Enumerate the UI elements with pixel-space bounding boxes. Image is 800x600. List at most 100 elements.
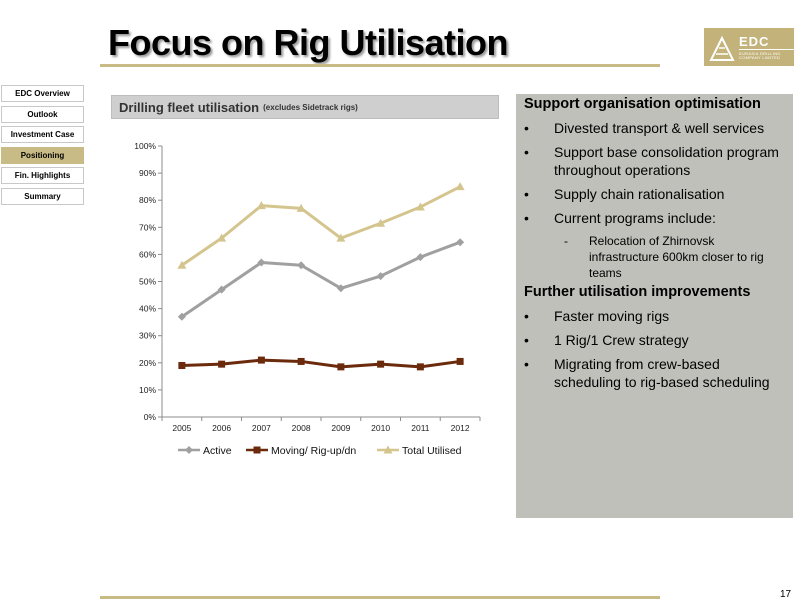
nav-item-fin-highlights[interactable]: Fin. Highlights <box>1 167 84 184</box>
y-tick-label: 30% <box>139 331 156 341</box>
chart-header: Drilling fleet utilisation (excludes Sid… <box>111 95 499 119</box>
x-tick-label: 2007 <box>252 423 271 433</box>
sub-bullet-text: Relocation of Zhirnovsk infrastructure 6… <box>589 234 764 280</box>
bullet-item: • Divested transport & well services <box>524 119 787 137</box>
y-tick-label: 100% <box>134 141 156 151</box>
legend-label-active: Active <box>203 445 232 457</box>
data-point-moving-rig-up-dn <box>337 363 345 371</box>
data-point-total-utilised <box>256 201 266 210</box>
data-point-total-utilised <box>376 218 386 227</box>
bullet-marker: • <box>524 332 529 348</box>
legend-marker-active <box>185 446 193 454</box>
data-point-moving-rig-up-dn <box>178 362 186 370</box>
nav-item-outlook[interactable]: Outlook <box>1 105 84 123</box>
legend-marker-total-utilised <box>383 445 393 454</box>
data-point-active <box>297 261 306 270</box>
section-title-improvements: Further utilisation improvements <box>524 284 751 300</box>
y-tick-label: 10% <box>139 385 156 395</box>
data-point-total-utilised <box>415 202 425 211</box>
bullet-item: • Faster moving rigs <box>524 307 787 325</box>
bullet-item: • Migrating from crew-based scheduling to… <box>524 355 787 391</box>
x-tick-label: 2008 <box>292 423 311 433</box>
legend-label-moving-rig-up-dn: Moving/ Rig-up/dn <box>271 445 356 457</box>
logo-emblem-icon <box>709 32 735 62</box>
data-point-active <box>217 285 226 294</box>
data-point-active <box>257 258 266 267</box>
company-logo: EDC EURASIA DRILLING COMPANY LIMITED <box>704 28 794 66</box>
x-tick-label: 2006 <box>212 423 231 433</box>
bullet-marker: • <box>524 356 529 372</box>
y-tick-label: 40% <box>139 304 156 314</box>
sub-bullet-marker: - <box>564 234 568 248</box>
bullet-text: Supply chain rationalisation <box>554 186 725 202</box>
x-tick-label: 2010 <box>371 423 390 433</box>
chart-note: (excludes Sidetrack rigs) <box>263 102 358 112</box>
bullet-text: Divested transport & well services <box>554 120 765 136</box>
data-point-moving-rig-up-dn <box>416 363 424 371</box>
data-point-active <box>456 238 465 247</box>
bullet-marker: • <box>524 210 529 226</box>
info-panel: Support organisation optimisation • Dives… <box>516 94 793 518</box>
bullet-marker: • <box>524 308 529 324</box>
bullet-text: Current programs include: <box>554 210 716 226</box>
legend-marker-moving-rig-up-dn <box>253 446 261 454</box>
bullet-text: Faster moving rigs <box>554 308 670 324</box>
data-point-total-utilised <box>455 182 465 191</box>
improvements-bullet-list: • Faster moving rigs • 1 Rig/1 Crew strateg… <box>524 307 787 391</box>
y-tick-label: 50% <box>139 277 156 287</box>
x-tick-label: 2012 <box>451 423 470 433</box>
y-tick-label: 20% <box>139 358 156 368</box>
y-tick-label: 90% <box>139 168 156 178</box>
bullet-item: • Support base consolidation program thro… <box>524 143 787 179</box>
y-tick-label: 80% <box>139 195 156 205</box>
bullet-marker: • <box>524 144 529 160</box>
series-line-total-utilised <box>181 185 461 267</box>
bullet-text: 1 Rig/1 Crew strategy <box>554 332 689 348</box>
support-sub-bullet-list: - Relocation of Zhirnovsk infrastructure … <box>524 233 787 281</box>
bullet-item: • 1 Rig/1 Crew strategy <box>524 331 787 349</box>
footer-divider <box>100 596 660 599</box>
y-tick-label: 0% <box>144 412 157 422</box>
data-point-active <box>336 284 345 293</box>
data-point-moving-rig-up-dn <box>218 360 226 368</box>
data-point-active <box>416 253 425 262</box>
series-line-moving-rig-up-dn <box>181 358 461 369</box>
data-point-moving-rig-up-dn <box>257 356 265 364</box>
data-point-total-utilised <box>177 260 187 269</box>
page-title: Focus on Rig Utilisation <box>108 22 509 63</box>
data-point-moving-rig-up-dn <box>377 360 385 368</box>
nav-item-edc-overview[interactable]: EDC Overview <box>1 85 84 102</box>
nav-item-investment-case[interactable]: Investment Case <box>1 126 84 143</box>
bullet-item: • Current programs include: <box>524 209 787 227</box>
bullet-item: • Supply chain rationalisation <box>524 185 787 203</box>
support-bullet-list: • Divested transport & well services • Supp… <box>524 119 787 227</box>
bullet-marker: • <box>524 186 529 202</box>
logo-tagline: EURASIA DRILLING COMPANY LIMITED <box>739 50 781 60</box>
y-tick-label: 70% <box>139 222 156 232</box>
bullet-text: Support base consolidation program throu… <box>554 144 779 178</box>
series-line-active <box>181 240 461 318</box>
chart-title: Drilling fleet utilisation <box>119 99 260 115</box>
logo-name: EDC <box>739 35 794 50</box>
title-divider <box>100 64 660 67</box>
x-tick-label: 2011 <box>411 423 430 433</box>
utilisation-line-chart: 0% 10% 20% 30% 40% 50% 60% 70% 80% 90% 100% 2005 200… <box>134 141 481 457</box>
legend-label-total-utilised: Total Utilised <box>402 445 462 457</box>
data-point-moving-rig-up-dn <box>456 357 464 365</box>
data-point-total-utilised <box>296 203 306 212</box>
data-point-total-utilised <box>336 233 346 242</box>
section-title-support: Support organisation optimisation <box>524 96 761 112</box>
page-number: 17 <box>780 589 792 600</box>
nav-item-summary[interactable]: Summary <box>1 187 84 205</box>
x-tick-label: 2005 <box>172 423 191 433</box>
data-point-total-utilised <box>217 233 227 242</box>
nav-item-positioning[interactable]: Positioning <box>1 146 84 164</box>
x-tick-label: 2009 <box>331 423 350 433</box>
y-tick-label: 60% <box>139 249 156 259</box>
data-point-moving-rig-up-dn <box>297 357 305 365</box>
data-point-active <box>376 272 385 281</box>
data-point-active <box>177 312 186 321</box>
sub-bullet-item: - Relocation of Zhirnovsk infrastructure … <box>524 233 787 281</box>
bullet-text: Migrating from crew-based scheduling to … <box>554 356 770 390</box>
bullet-marker: • <box>524 120 529 136</box>
